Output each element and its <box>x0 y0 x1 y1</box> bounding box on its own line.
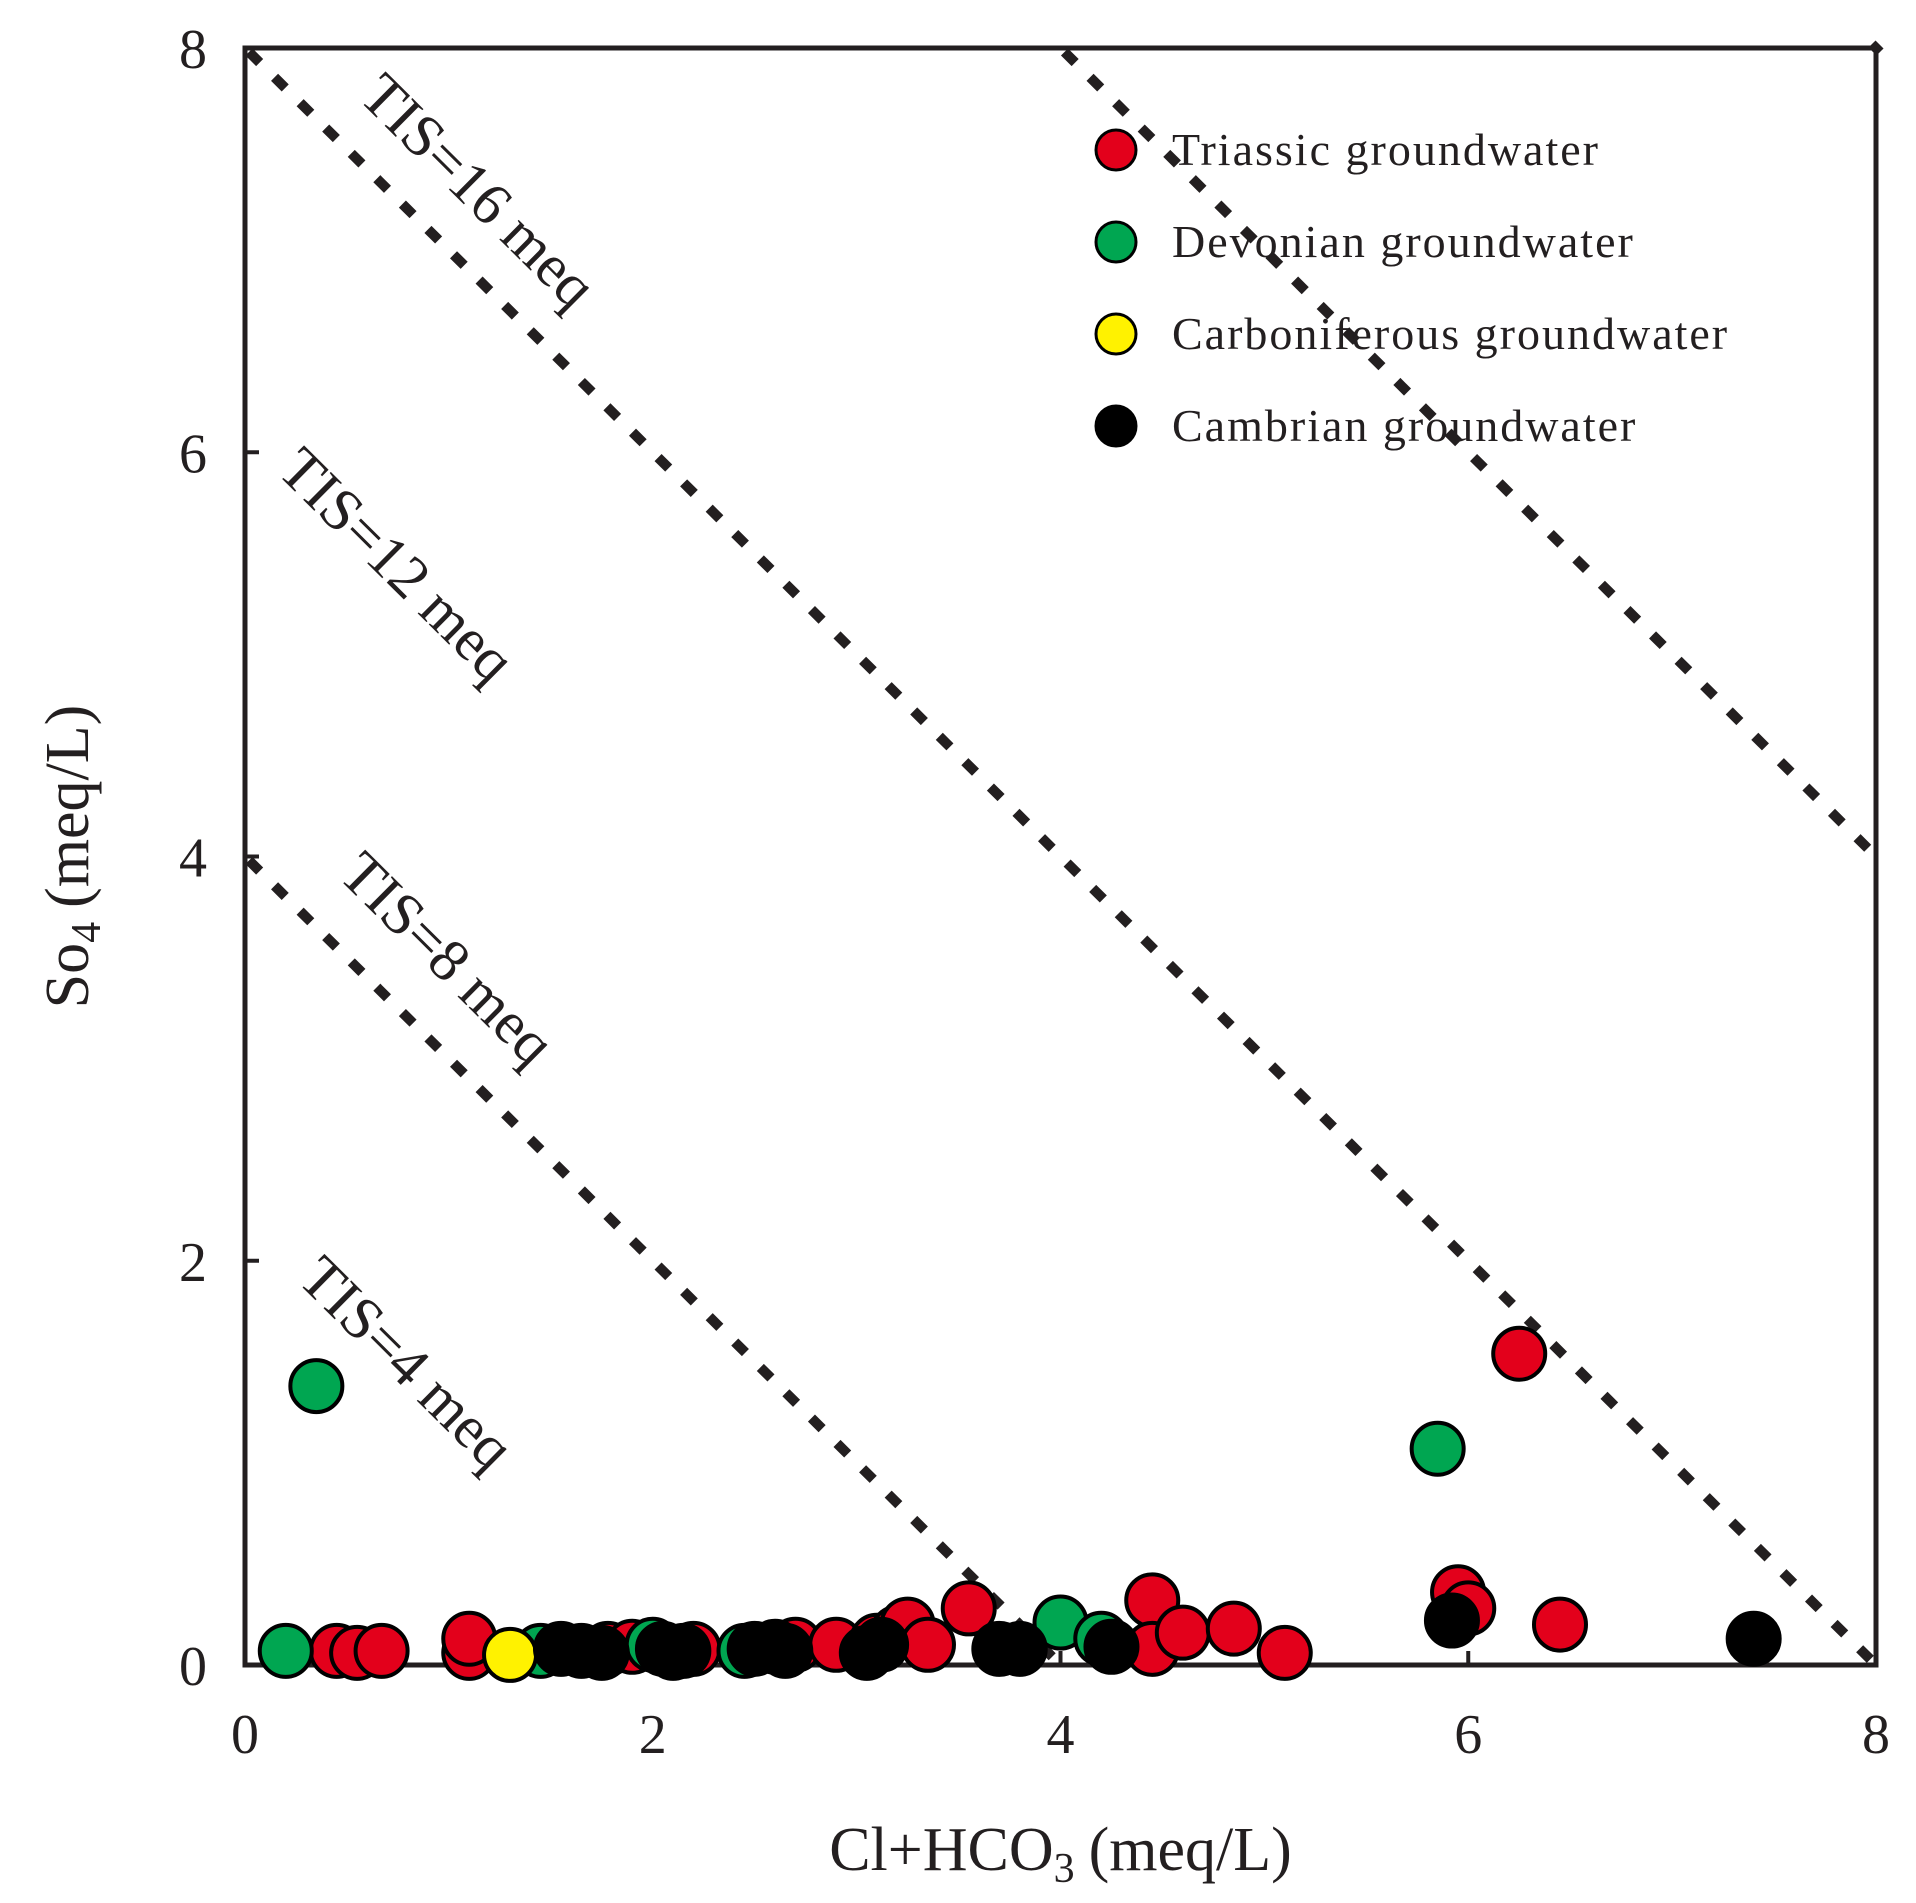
reference-line-tis-4 <box>245 856 1061 1665</box>
y-axis-title: So4 (meq/L) <box>34 705 110 1009</box>
data-point-triassic-groundwater <box>1154 1604 1211 1661</box>
y-tick-label: 8 <box>179 19 207 81</box>
data-point-triassic-groundwater <box>1531 1596 1588 1653</box>
y-tick-label: 4 <box>179 828 207 890</box>
x-tick-label: 0 <box>231 1704 259 1766</box>
data-point-triassic-groundwater <box>1205 1600 1262 1657</box>
y-tick-label: 2 <box>179 1232 207 1294</box>
x-axis-title: Cl+HCO3 (meq/L) <box>829 1816 1292 1892</box>
data-point-cambrian-groundwater <box>573 1624 630 1681</box>
reference-line-tis-12 <box>1060 48 1876 857</box>
data-point-devonian-groundwater <box>1409 1420 1466 1477</box>
data-point-triassic-groundwater <box>353 1622 410 1679</box>
y-axis-title-main: So <box>34 943 102 1008</box>
x-tick-label: 6 <box>1454 1704 1482 1766</box>
legend-label-cambrian-groundwater: Cambrian groundwater <box>1172 400 1637 451</box>
data-point-triassic-groundwater <box>1256 1624 1313 1681</box>
y-axis-title-subscript: 4 <box>64 922 110 943</box>
x-axis-title-subscript: 3 <box>1054 1846 1075 1892</box>
y-axis-title-unit: (meq/L) <box>34 705 102 908</box>
legend-label-devonian-groundwater: Devonian groundwater <box>1172 216 1635 267</box>
x-axis-title-main: Cl+HCO <box>829 1816 1053 1884</box>
data-point-triassic-groundwater <box>1491 1325 1548 1382</box>
legend-marker-carboniferous-groundwater <box>1094 312 1138 356</box>
data-point-cambrian-groundwater <box>1423 1592 1480 1649</box>
legend-marker-triassic-groundwater <box>1094 128 1138 172</box>
y-tick-label: 6 <box>179 423 207 485</box>
legend-marker-cambrian-groundwater <box>1094 404 1138 448</box>
x-tick-label: 4 <box>1047 1704 1075 1766</box>
reference-line-label-tis-12: TIS=12 meq <box>266 435 527 695</box>
data-point-triassic-groundwater <box>899 1616 956 1673</box>
tick-labels: 0 2 4 6 8 0 2 4 6 8 <box>179 19 1890 1766</box>
data-point-cambrian-groundwater <box>757 1622 814 1679</box>
data-point-triassic-groundwater <box>940 1580 997 1637</box>
data-point-cambrian-groundwater <box>655 1622 712 1679</box>
reference-line-label-tis-8: TIS=8 meq <box>328 839 568 1077</box>
legend-label-carboniferous-groundwater: Carboniferous groundwater <box>1172 308 1729 359</box>
data-point-devonian-groundwater <box>257 1622 314 1679</box>
y-tick-label: 0 <box>179 1636 207 1698</box>
legend: Triassic groundwater Devonian groundwater… <box>1094 124 1729 451</box>
data-points <box>257 1325 1782 1683</box>
data-point-carboniferous-groundwater <box>482 1626 539 1683</box>
data-point-cambrian-groundwater <box>1083 1618 1140 1675</box>
legend-label-triassic-groundwater: Triassic groundwater <box>1172 124 1600 175</box>
x-tick-label: 2 <box>639 1704 667 1766</box>
data-point-devonian-groundwater <box>288 1358 345 1415</box>
data-point-cambrian-groundwater <box>991 1620 1048 1677</box>
x-axis-title-unit: (meq/L) <box>1089 1816 1292 1884</box>
legend-marker-devonian-groundwater <box>1094 220 1138 264</box>
data-point-cambrian-groundwater <box>1725 1610 1782 1667</box>
data-point-cambrian-groundwater <box>853 1616 910 1673</box>
x-tick-label: 8 <box>1862 1704 1890 1766</box>
